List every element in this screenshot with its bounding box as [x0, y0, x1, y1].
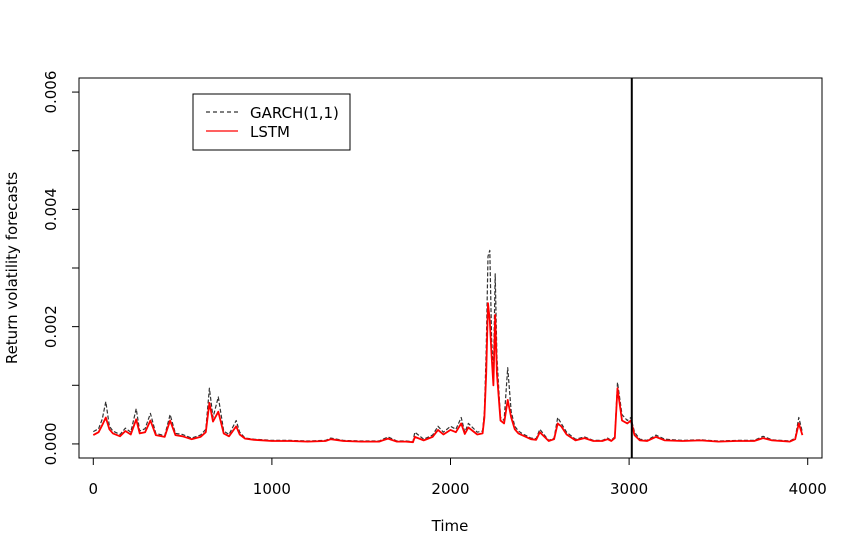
y-tick-label: 0.002 — [42, 305, 60, 348]
series-layer — [92, 249, 804, 444]
legend: GARCH(1,1) LSTM — [192, 93, 351, 151]
y-tick-label: 0.006 — [42, 71, 60, 114]
series-line-lstm — [92, 302, 804, 444]
plot-frame — [78, 77, 823, 459]
x-axis-label: Time — [431, 517, 469, 535]
x-tick-label: 3000 — [610, 480, 648, 498]
series-line-garch-1-1 — [93, 249, 803, 443]
y-tick-label: 0.004 — [42, 188, 60, 231]
y-tick-label: 0.000 — [42, 422, 60, 465]
x-tick-label: 1000 — [253, 480, 291, 498]
legend-label-garch: GARCH(1,1) — [250, 104, 339, 122]
y-axis: 0.000 0.002 0.004 0.006 — [42, 71, 80, 465]
x-axis: 0 1000 2000 3000 4000 — [89, 457, 827, 498]
x-tick-label: 4000 — [789, 480, 827, 498]
y-axis-label: Return volatility forecasts — [3, 172, 21, 365]
legend-box — [192, 93, 351, 151]
legend-label-lstm: LSTM — [250, 123, 290, 141]
x-tick-label: 0 — [89, 480, 99, 498]
x-tick-label: 2000 — [431, 480, 469, 498]
